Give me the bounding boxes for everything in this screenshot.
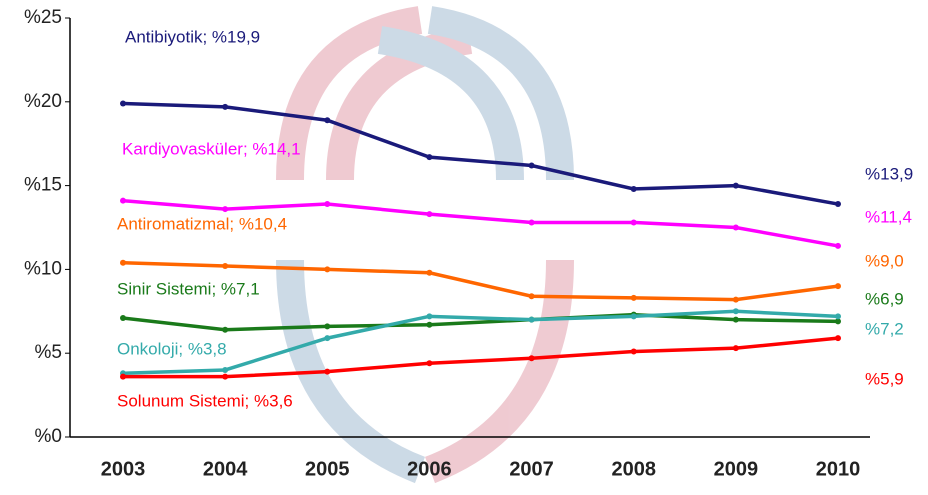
- point: [120, 197, 126, 204]
- series-label: Solunum Sistemi; %3,6: [117, 391, 293, 410]
- point: [222, 206, 229, 213]
- value-label: %6,9: [865, 289, 904, 308]
- x-tick-label: 2010: [816, 458, 861, 480]
- x-tick-label: 2006: [407, 458, 452, 480]
- x-tick-label: 2004: [203, 458, 248, 480]
- x-tick-label: 2009: [714, 458, 759, 480]
- x-tick-label: 2007: [509, 458, 554, 480]
- point: [835, 242, 841, 249]
- series-line: [122, 101, 839, 206]
- series-label: Antibiyotik; %19,9: [125, 27, 260, 46]
- point: [120, 315, 126, 322]
- point: [630, 313, 637, 320]
- point: [835, 283, 841, 290]
- point: [630, 185, 637, 192]
- point: [528, 316, 535, 323]
- value-label: %7,2: [865, 319, 904, 338]
- point: [630, 348, 637, 355]
- x-tick-label: 2005: [305, 458, 350, 480]
- point: [732, 308, 739, 315]
- point: [426, 269, 433, 276]
- point: [426, 313, 433, 320]
- point: [835, 318, 841, 325]
- point: [426, 154, 433, 161]
- point: [222, 373, 229, 380]
- y-tick-label: %25: [24, 7, 62, 28]
- point: [732, 224, 739, 231]
- point: [324, 323, 331, 330]
- point: [630, 219, 637, 226]
- point: [324, 266, 331, 273]
- series-label: Antiromatizmal; %10,4: [117, 214, 287, 233]
- point: [835, 335, 841, 342]
- point: [426, 360, 433, 367]
- point: [630, 294, 637, 301]
- point: [528, 162, 535, 169]
- value-label: %5,9: [865, 369, 904, 388]
- point: [426, 321, 433, 328]
- y-tick-label: %10: [24, 258, 62, 279]
- point: [222, 366, 229, 373]
- value-label: %9,0: [865, 251, 904, 270]
- series-line: [122, 260, 839, 302]
- point: [426, 211, 433, 218]
- series-label: Kardiyovasküler; %14,1: [122, 139, 301, 158]
- y-tick-label: %5: [35, 342, 62, 363]
- point: [324, 368, 331, 375]
- point: [528, 219, 535, 226]
- value-label: %11,4: [865, 207, 912, 226]
- series-line: [122, 312, 839, 332]
- point: [528, 355, 535, 362]
- point: [324, 117, 331, 124]
- point: [324, 201, 331, 208]
- point: [120, 259, 126, 266]
- point: [528, 293, 535, 300]
- point: [120, 373, 126, 380]
- point: [732, 296, 739, 303]
- x-tick-label: 2003: [101, 458, 146, 480]
- value-label: %13,9: [865, 164, 913, 183]
- point: [120, 100, 126, 107]
- series-label: Sinir Sistemi; %7,1: [117, 279, 260, 298]
- x-tick-label: 2008: [611, 458, 656, 480]
- y-tick-label: %15: [24, 175, 62, 196]
- series-label: Onkoloji; %3,8: [117, 339, 227, 358]
- point: [835, 201, 841, 208]
- point: [732, 182, 739, 189]
- point: [222, 263, 229, 270]
- series-line: [122, 309, 839, 376]
- point: [222, 103, 229, 110]
- y-tick-label: %0: [35, 426, 62, 447]
- series-line: [122, 198, 839, 248]
- point: [324, 335, 331, 342]
- series-line: [123, 336, 839, 379]
- point: [732, 345, 739, 352]
- point: [732, 316, 739, 323]
- y-tick-label: %20: [24, 91, 62, 112]
- watermark: [276, 6, 574, 484]
- point: [835, 313, 841, 320]
- point: [222, 326, 229, 333]
